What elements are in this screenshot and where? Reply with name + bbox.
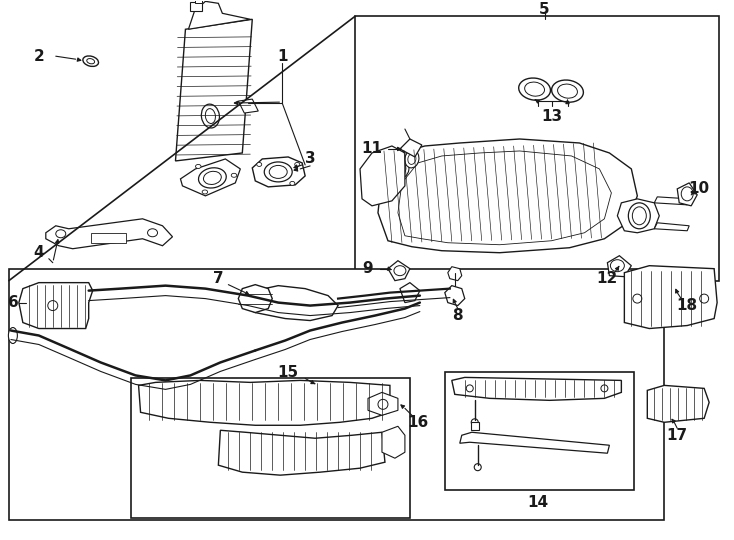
Text: 6: 6 xyxy=(7,295,18,310)
Ellipse shape xyxy=(8,328,18,343)
Text: 8: 8 xyxy=(452,308,463,323)
Ellipse shape xyxy=(290,181,295,185)
Ellipse shape xyxy=(408,153,416,164)
Polygon shape xyxy=(400,282,420,302)
Ellipse shape xyxy=(264,162,292,182)
Polygon shape xyxy=(252,157,305,187)
Ellipse shape xyxy=(201,104,219,128)
Ellipse shape xyxy=(202,190,208,194)
Polygon shape xyxy=(139,380,390,426)
Ellipse shape xyxy=(231,173,237,177)
Ellipse shape xyxy=(601,385,608,392)
Ellipse shape xyxy=(633,294,642,303)
Polygon shape xyxy=(654,197,689,205)
Polygon shape xyxy=(360,146,405,206)
Polygon shape xyxy=(378,139,637,253)
Polygon shape xyxy=(239,99,258,113)
Polygon shape xyxy=(175,19,252,161)
Text: 14: 14 xyxy=(527,495,548,510)
Ellipse shape xyxy=(195,165,201,168)
Ellipse shape xyxy=(394,266,406,275)
Polygon shape xyxy=(242,286,338,321)
Ellipse shape xyxy=(257,163,262,166)
Polygon shape xyxy=(647,386,709,422)
Polygon shape xyxy=(219,430,385,475)
Bar xyxy=(470,422,479,430)
Polygon shape xyxy=(452,377,622,400)
Polygon shape xyxy=(239,285,272,313)
Text: 3: 3 xyxy=(305,151,316,166)
Text: 9: 9 xyxy=(363,261,374,276)
Polygon shape xyxy=(46,219,172,249)
Text: 1: 1 xyxy=(277,49,288,64)
Ellipse shape xyxy=(395,160,409,178)
Ellipse shape xyxy=(198,168,226,188)
Polygon shape xyxy=(445,286,465,306)
Polygon shape xyxy=(608,256,631,276)
Ellipse shape xyxy=(269,165,287,178)
Polygon shape xyxy=(189,1,250,29)
Ellipse shape xyxy=(385,172,399,190)
Text: 5: 5 xyxy=(539,2,550,17)
Text: 16: 16 xyxy=(407,415,429,430)
Bar xyxy=(445,373,634,490)
Ellipse shape xyxy=(405,150,419,168)
Ellipse shape xyxy=(466,385,473,392)
Ellipse shape xyxy=(471,419,479,426)
Text: 10: 10 xyxy=(688,181,710,197)
Bar xyxy=(131,379,410,518)
Ellipse shape xyxy=(56,230,66,238)
Polygon shape xyxy=(625,266,717,328)
Ellipse shape xyxy=(611,260,625,272)
Ellipse shape xyxy=(295,163,299,166)
Ellipse shape xyxy=(558,84,578,98)
Text: 7: 7 xyxy=(213,271,224,286)
Ellipse shape xyxy=(48,301,58,310)
Polygon shape xyxy=(19,282,92,328)
Text: 18: 18 xyxy=(677,298,698,313)
Polygon shape xyxy=(459,432,609,453)
Ellipse shape xyxy=(552,80,584,102)
Text: 12: 12 xyxy=(597,271,618,286)
Bar xyxy=(195,0,203,3)
Polygon shape xyxy=(400,139,422,157)
Text: 15: 15 xyxy=(277,365,299,380)
Polygon shape xyxy=(368,393,398,415)
Bar xyxy=(190,2,203,11)
Ellipse shape xyxy=(474,464,482,471)
Polygon shape xyxy=(654,223,689,231)
Ellipse shape xyxy=(700,294,708,303)
Text: 4: 4 xyxy=(34,245,44,260)
Ellipse shape xyxy=(148,229,158,237)
Ellipse shape xyxy=(83,56,98,66)
Polygon shape xyxy=(617,199,659,233)
Polygon shape xyxy=(677,183,697,206)
Ellipse shape xyxy=(632,207,647,225)
Text: 2: 2 xyxy=(34,49,44,64)
Ellipse shape xyxy=(388,176,396,186)
Ellipse shape xyxy=(525,82,545,96)
Bar xyxy=(9,269,664,520)
Ellipse shape xyxy=(681,187,693,201)
Ellipse shape xyxy=(628,203,650,229)
Ellipse shape xyxy=(206,109,216,124)
Ellipse shape xyxy=(519,78,550,100)
Ellipse shape xyxy=(378,400,388,409)
Ellipse shape xyxy=(87,58,95,64)
Text: 11: 11 xyxy=(361,141,382,157)
Ellipse shape xyxy=(203,171,221,185)
Bar xyxy=(355,16,719,281)
Ellipse shape xyxy=(398,164,406,174)
Text: 13: 13 xyxy=(541,109,562,124)
Polygon shape xyxy=(181,159,240,196)
Polygon shape xyxy=(382,426,405,458)
Polygon shape xyxy=(448,267,462,281)
Bar xyxy=(91,233,126,243)
Polygon shape xyxy=(388,261,410,281)
Text: 17: 17 xyxy=(666,428,688,443)
